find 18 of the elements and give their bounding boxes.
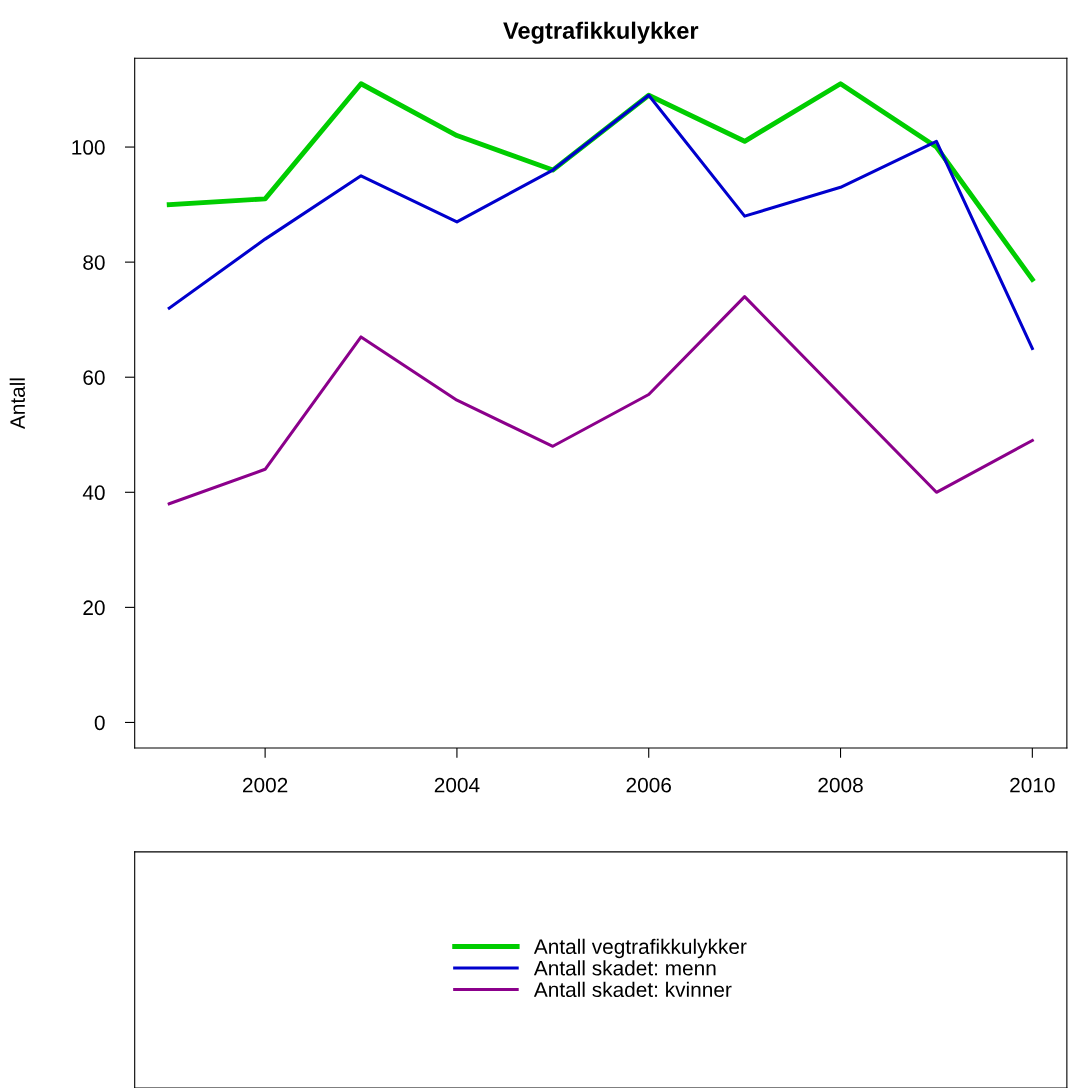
y-tick-label: 40 — [82, 485, 105, 501]
chart-title: Vegtrafikkulykker — [503, 21, 699, 44]
x-tick-label: 2002 — [243, 777, 288, 793]
y-tick-label: 60 — [83, 370, 105, 385]
line-series — [167, 93, 1034, 350]
x-tick-label: 2010 — [1010, 777, 1055, 793]
y-tick-label: 100 — [72, 140, 105, 155]
y-tick-label: 20 — [83, 600, 105, 616]
y-tick-label: 0 — [94, 715, 105, 731]
x-tick-label: 2008 — [818, 777, 863, 793]
y-axis-title: Antall — [9, 378, 25, 430]
y-tick-label: 80 — [83, 255, 105, 270]
legend-label: Antall skadet: kvinner — [533, 981, 732, 998]
legend-label: Antall vegtrafikkulykker — [533, 938, 747, 959]
line-series — [167, 295, 1034, 506]
legend-label: Antall skadet: menn — [533, 960, 716, 976]
x-tick-label: 2004 — [434, 777, 480, 793]
x-tick-label: 2006 — [626, 777, 671, 793]
